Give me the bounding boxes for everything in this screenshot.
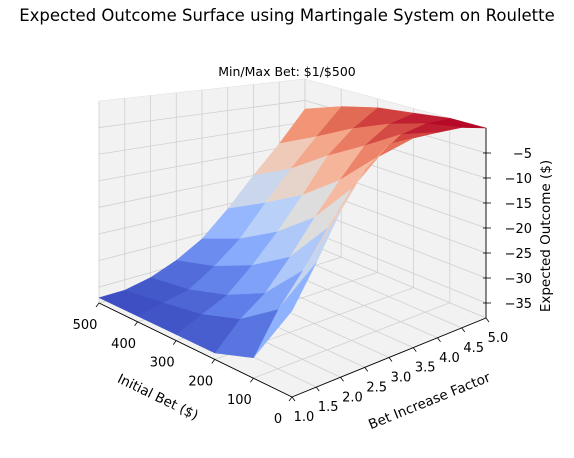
y-tick-label: 3.0 [391, 371, 412, 386]
chart-title: Expected Outcome Surface using Martingal… [19, 6, 555, 25]
x-tick-label: 0 [274, 412, 282, 427]
x-tick [172, 340, 177, 345]
z-axis-label: Expected Outcome ($) [538, 160, 554, 312]
x-axis-line [98, 302, 293, 398]
y-tick [291, 396, 296, 402]
x-tick [288, 396, 293, 402]
y-tick-label: 1.5 [318, 400, 339, 415]
x-tick-label: 200 [188, 374, 213, 389]
z-tick-label: −25 [505, 247, 532, 262]
y-tick [437, 337, 441, 342]
y-tick-label: 2.0 [342, 390, 363, 405]
grid-line-z [98, 142, 306, 182]
z-tick-label: −15 [505, 197, 532, 212]
x-tick-label: 400 [111, 337, 136, 352]
chart-subtitle: Min/Max Bet: $1/$500 [218, 64, 356, 79]
x-tick [211, 359, 216, 364]
x-tick [250, 377, 254, 383]
y-tick [485, 317, 490, 323]
y-tick-label: 3.5 [415, 361, 436, 376]
surface-patch [98, 289, 164, 317]
grid-line-z [304, 228, 487, 304]
z-tick-label: −5 [513, 147, 532, 162]
y-tick [461, 327, 466, 333]
y-tick [340, 377, 344, 382]
y-tick-label: 1.0 [294, 410, 315, 425]
x-tick-label: 500 [73, 318, 98, 333]
z-tick-label: −10 [505, 172, 532, 187]
y-tick-label: 4.5 [463, 341, 484, 356]
y-tick [412, 347, 417, 352]
grid-line-z [98, 121, 306, 155]
y-tick [364, 367, 369, 372]
z-tick-label: −20 [505, 222, 532, 237]
y-tick [315, 386, 320, 392]
z-tick-label: −30 [505, 272, 532, 287]
surface [98, 106, 487, 359]
grid-line-z [98, 100, 306, 128]
y-tick [388, 357, 393, 362]
y-axis-label: Bet Increase Factor [366, 369, 493, 433]
x-tick [134, 321, 138, 327]
axis-ticks: 0 100 200 300 400 500 1.01.52.02.5 3.03.54.04.5… [73, 147, 532, 427]
y-tick-label: 5.0 [488, 331, 509, 346]
z-tick-label: −35 [505, 297, 532, 312]
x-tick-label: 300 [150, 356, 175, 371]
y-tick-label: 4.0 [439, 351, 460, 366]
x-tick [95, 302, 100, 308]
y-tick-label: 2.5 [366, 380, 387, 395]
grid-line-y [304, 241, 487, 319]
x-tick-label: 100 [227, 393, 252, 408]
